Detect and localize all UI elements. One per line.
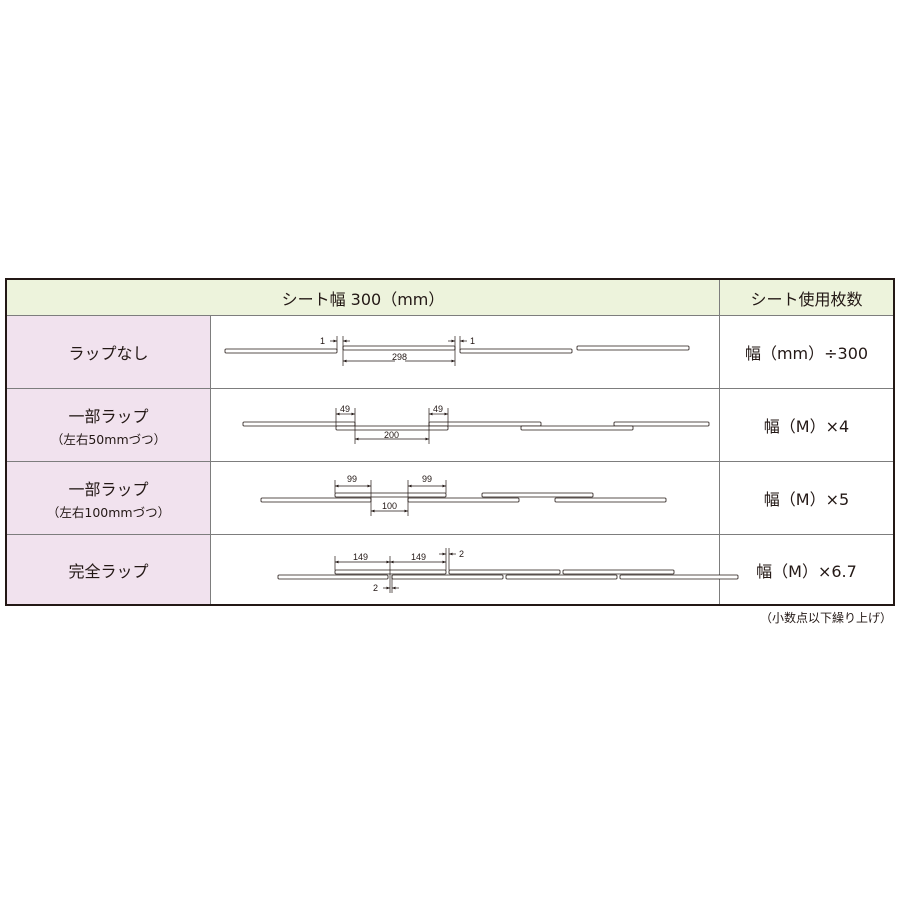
formula-text: 幅（M）×5	[763, 490, 850, 509]
rounding-note: （小数点以下繰り上げ）	[759, 611, 892, 625]
sheet-usage-table: シート幅 300（mm） シート使用枚数 ラップなし 一部ラップ （左右50mmづ…	[5, 278, 895, 606]
sheet	[242, 421, 356, 427]
formula-no-lap: 幅（mm）÷300	[720, 316, 893, 388]
sheet	[334, 569, 447, 575]
divider	[210, 316, 211, 604]
row-sublabel: （左右50mmづつ）	[50, 431, 167, 447]
header-text: シート使用枚数	[750, 289, 863, 309]
row-label-no-lap: ラップなし	[7, 316, 210, 388]
dim-label: 49	[340, 404, 350, 414]
dim-label: 49	[433, 404, 443, 414]
sheet	[277, 574, 389, 580]
sheet	[334, 492, 447, 498]
divider	[7, 388, 893, 389]
divider	[719, 280, 720, 604]
row-label: 一部ラップ	[68, 479, 149, 499]
dim-label: 149	[353, 552, 368, 562]
formula-text: 幅（M）×4	[763, 417, 850, 436]
formula-partial-50: 幅（M）×4	[720, 389, 893, 461]
sheet	[562, 569, 675, 575]
sheet	[224, 348, 338, 354]
row-label: ラップなし	[68, 344, 149, 363]
divider	[7, 534, 893, 535]
dim-label: 99	[347, 474, 357, 484]
header-sheet-width: シート幅 300（mm）	[7, 280, 719, 315]
row-label-full-lap: 完全ラップ	[7, 535, 210, 604]
formula-text: 幅（M）×6.7	[756, 561, 857, 581]
header-sheet-count: シート使用枚数	[720, 280, 893, 315]
row-label: 一部ラップ	[68, 406, 149, 426]
dim-label: 298	[392, 352, 407, 362]
row-sublabel: （左右100mmづつ）	[46, 504, 171, 520]
sheet	[619, 574, 739, 580]
sheet	[481, 492, 594, 498]
dim-label: 1	[320, 336, 325, 346]
sheet	[335, 425, 449, 431]
dim-label: 2	[459, 549, 464, 559]
formula-text: 幅（mm）÷300	[744, 344, 869, 363]
dim-label: 2	[373, 583, 378, 593]
sheet	[613, 421, 710, 427]
row-label-partial-100: 一部ラップ （左右100mmづつ）	[7, 462, 210, 534]
sheet	[407, 497, 520, 503]
sheet	[342, 345, 456, 351]
row-label: 完全ラップ	[68, 561, 149, 581]
sheet	[260, 497, 372, 503]
divider	[7, 315, 893, 316]
dim-label: 99	[422, 474, 432, 484]
formula-partial-100: 幅（M）×5	[720, 462, 893, 534]
sheet	[448, 569, 561, 575]
dim-label: 149	[411, 552, 426, 562]
sheet	[428, 421, 542, 427]
row-label-partial-50: 一部ラップ （左右50mmづつ）	[7, 389, 210, 461]
dim-label: 1	[470, 336, 475, 346]
divider	[7, 461, 893, 462]
sheet	[505, 574, 618, 580]
sheet	[576, 345, 690, 351]
sheet	[554, 497, 667, 503]
formula-full-lap: 幅（M）×6.7	[720, 535, 893, 604]
dim-label: 200	[384, 430, 399, 440]
sheet	[391, 574, 504, 580]
dim-label: 100	[382, 501, 397, 511]
sheet	[459, 348, 573, 354]
header-text: シート幅 300（mm）	[281, 289, 445, 309]
sheet	[520, 425, 634, 431]
